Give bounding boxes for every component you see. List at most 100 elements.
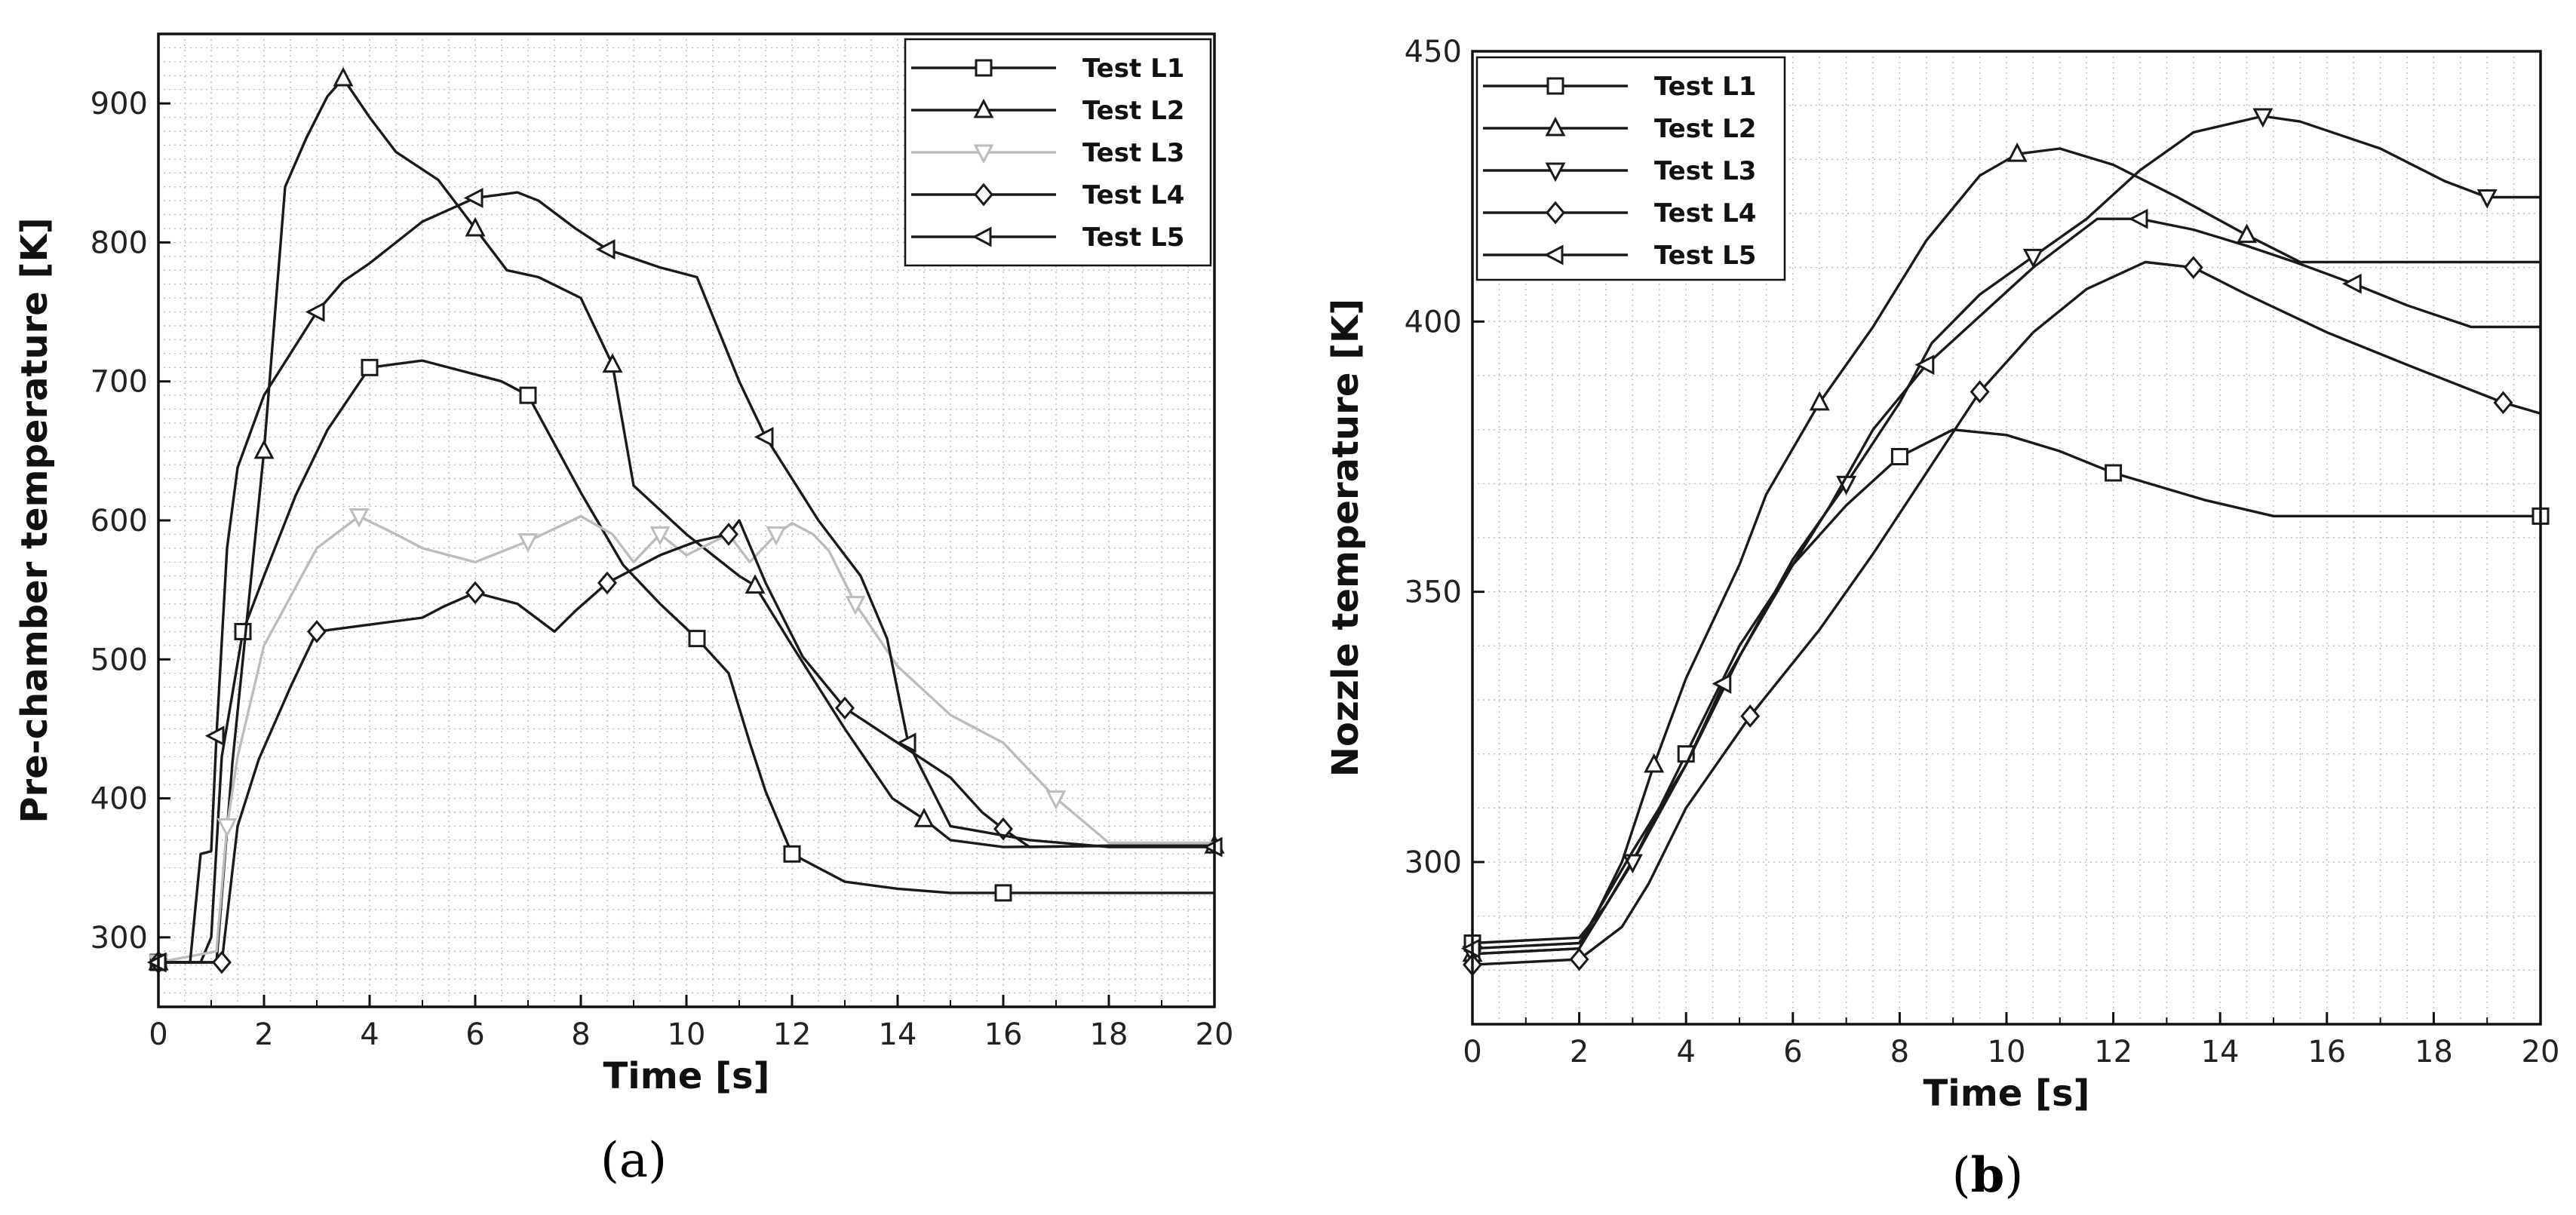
data-point: [595, 239, 616, 260]
legend-label: Test L3: [1654, 156, 1756, 186]
data-point: [465, 581, 485, 605]
data-point: [845, 596, 866, 615]
legend-item: Test L5: [911, 222, 1184, 253]
panel-open-paren: (: [600, 1133, 619, 1189]
series-test-l3: [148, 508, 1214, 974]
data-point: [745, 574, 766, 594]
data-point: [361, 358, 379, 376]
legend-item: Test L1: [1483, 72, 1756, 102]
data-point: [2237, 223, 2258, 244]
x-tick-label: 18: [2415, 1035, 2453, 1069]
x-tick-label: 16: [2307, 1035, 2346, 1069]
data-point: [305, 302, 325, 323]
y-tick-label: 350: [1405, 575, 1462, 610]
data-point: [783, 845, 801, 863]
data-point: [913, 807, 935, 827]
chart-panel-b: 0 2 4 6 8 10 12 14 16 18 20 300 350 400 450 Time [s] Noz…: [1325, 35, 2559, 1204]
legend-marker: [974, 183, 993, 207]
legend-marker: [973, 144, 994, 164]
legend-marker: [972, 226, 992, 247]
data-point: [719, 523, 738, 546]
x-tick-label: 6: [465, 1017, 484, 1052]
grid: [158, 33, 1215, 1008]
series-line: [1472, 217, 2541, 950]
x-tick-label: 16: [984, 1017, 1023, 1052]
grid: [1472, 51, 2541, 1025]
y-tick-label: 600: [91, 504, 148, 538]
legend-label: Test L3: [1082, 138, 1184, 168]
data-point: [204, 726, 225, 747]
legend-box: [1475, 56, 1786, 281]
y-tick-label: 300: [1405, 845, 1462, 880]
legend-item: Test L4: [911, 180, 1184, 210]
x-tick-label: 14: [879, 1017, 917, 1052]
data-point: [649, 526, 671, 546]
x-tick-label: 4: [360, 1017, 379, 1052]
series-test-l1: [149, 358, 1214, 971]
x-tick-label: 10: [668, 1017, 706, 1052]
panel-label: (b): [1952, 1147, 2024, 1204]
x-axis-label: Time [s]: [603, 1055, 770, 1097]
x-tick-label: 14: [2201, 1035, 2240, 1069]
data-point: [1712, 673, 1732, 694]
data-point: [2341, 273, 2362, 294]
legend-item: Test L2: [911, 96, 1184, 126]
x-tick-label: 2: [254, 1017, 273, 1052]
data-point: [597, 571, 617, 595]
data-point: [519, 386, 537, 404]
chart-panel-a: 0 2 4 6 8 10 12 14 16 18 20 300 400 500 600 700 800 900 Ti…: [14, 32, 1233, 1189]
data-point: [2252, 108, 2274, 128]
legend-label: Test L1: [1654, 72, 1756, 102]
legend-marker: [1546, 201, 1565, 225]
data-point: [234, 622, 252, 640]
data-point: [333, 66, 354, 87]
data-point: [212, 950, 232, 974]
data-point: [2105, 464, 2123, 482]
y-tick-label: 500: [91, 643, 148, 677]
x-tick-label: 0: [1463, 1035, 1481, 1069]
data-point: [463, 187, 484, 208]
data-point: [216, 818, 238, 838]
data-point: [1569, 947, 1589, 971]
x-tick-label: 8: [571, 1017, 590, 1052]
x-tick-label: 12: [2094, 1035, 2132, 1069]
data-point: [2476, 189, 2498, 209]
y-tick-label: 450: [1405, 35, 1462, 69]
legend: Test L1 Test L2 Test L3 Test L4 Test L5: [904, 38, 1212, 267]
x-axis-label: Time [s]: [1924, 1072, 2090, 1115]
data-point: [602, 353, 623, 373]
panel-label: (a): [600, 1133, 667, 1189]
x-tick-label: 10: [1988, 1035, 2026, 1069]
series-test-l4: [1463, 256, 2541, 977]
panel-close-paren: ): [2004, 1148, 2023, 1204]
legend-item: Test L2: [1483, 114, 1756, 144]
x-tick-label: 0: [149, 1017, 167, 1052]
legend-label: Test L1: [1082, 54, 1184, 84]
data-point: [754, 426, 774, 447]
data-point: [348, 508, 370, 528]
legend-marker: [1545, 116, 1566, 137]
x-tick-label: 18: [1090, 1017, 1128, 1052]
data-point: [994, 884, 1012, 902]
y-tick-label: 400: [91, 782, 148, 817]
legend-item: Test L1: [911, 54, 1184, 84]
data-point: [1970, 380, 1990, 403]
legend-marker: [1543, 244, 1564, 265]
legend-label: Test L5: [1654, 241, 1756, 271]
data-point: [835, 696, 855, 720]
data-point: [766, 526, 787, 546]
data-point: [688, 630, 706, 648]
data-point: [517, 533, 539, 553]
data-point: [2128, 208, 2148, 229]
data-point: [1740, 704, 1761, 728]
legend-label: Test L2: [1082, 96, 1184, 126]
legend-marker: [1546, 77, 1564, 95]
series-line: [158, 191, 1214, 964]
x-tick-label: 20: [2522, 1035, 2560, 1069]
x-tick-label: 8: [1890, 1035, 1909, 1069]
x-tick-label: 2: [1570, 1035, 1589, 1069]
legend-label: Test L4: [1654, 198, 1756, 229]
data-point: [1045, 790, 1067, 810]
legend: Test L1 Test L2 Test L3 Test L4 Test L5: [1475, 56, 1786, 281]
